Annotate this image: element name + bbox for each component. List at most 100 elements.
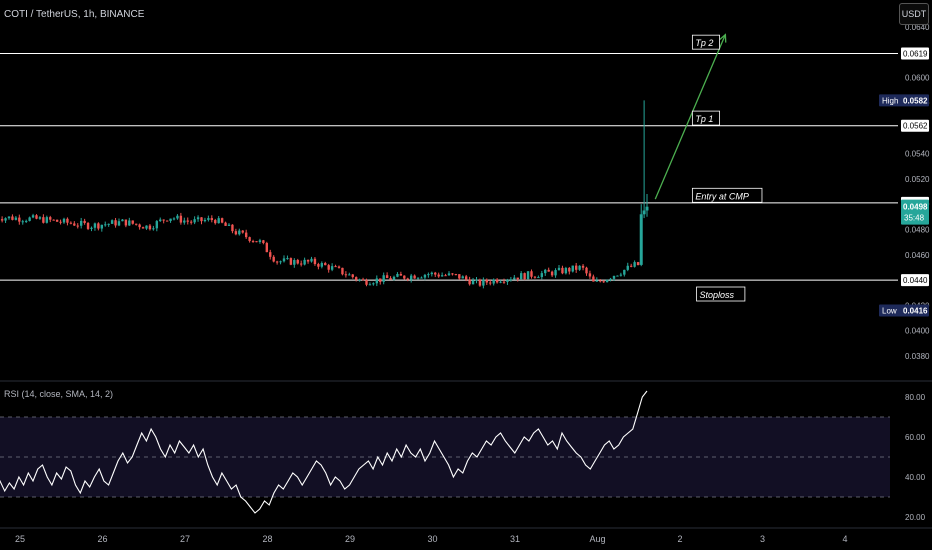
candle-body	[561, 267, 564, 274]
candle-body	[409, 275, 413, 280]
candle-body	[162, 219, 165, 221]
candle-body	[293, 260, 296, 265]
candle-body	[544, 269, 547, 274]
rsi-tick-label: 60.00	[905, 433, 926, 442]
candle-body	[623, 269, 626, 275]
candle-body	[619, 274, 623, 276]
candle-body	[519, 273, 523, 280]
rsi-indicator-label[interactable]: RSI (14, close, SMA, 14, 2)	[4, 389, 114, 399]
candle-body	[227, 224, 231, 226]
candle-body	[134, 223, 138, 225]
price-tick-label: 0.0400	[905, 327, 930, 336]
horizontal-level-lines	[0, 53, 898, 281]
candle-body	[73, 223, 76, 226]
candle-body	[574, 265, 578, 270]
candle-body	[86, 222, 90, 229]
candle-body	[502, 281, 506, 283]
candle-body	[310, 258, 313, 262]
price-axis[interactable]: 0.06400.06200.06000.05800.05600.05400.05…	[879, 23, 930, 361]
candle-body	[585, 267, 588, 274]
candle-body	[434, 272, 437, 275]
candle-body	[533, 276, 537, 278]
candle-body	[286, 258, 289, 260]
candle-body	[141, 227, 145, 229]
candle-body	[255, 241, 258, 243]
candle-body	[100, 224, 104, 229]
candle-body	[382, 275, 385, 282]
candle-body	[537, 277, 540, 279]
candle-body	[406, 278, 409, 280]
annotation-box	[691, 110, 720, 126]
candle-body	[389, 278, 392, 280]
candle-body	[385, 275, 389, 279]
candle-body	[358, 279, 361, 281]
candle-body	[107, 223, 110, 225]
annotation-label: Tp 2	[695, 38, 713, 48]
candle-body	[14, 217, 18, 220]
chart-annotations: Tp 2 Tp 1 Entry at CMP Stoploss	[654, 33, 763, 302]
candle-body	[203, 219, 207, 222]
candle-body	[214, 220, 217, 224]
candle-body	[516, 277, 519, 280]
candle-body	[581, 265, 585, 268]
candle-body	[444, 275, 447, 277]
candle-body	[258, 240, 262, 243]
candle-body	[238, 230, 241, 235]
time-tick-label: 29	[345, 534, 355, 544]
annotation-box	[691, 187, 763, 203]
candle-body	[639, 214, 643, 265]
candle-body	[348, 274, 351, 276]
candle-body	[616, 275, 619, 277]
candle-body	[55, 219, 59, 222]
candle-body	[52, 219, 55, 221]
candle-body	[38, 217, 42, 219]
time-tick-label: 25	[15, 534, 25, 544]
candle-body	[234, 231, 238, 235]
time-axis[interactable]: 25 26 27 28 29 30 31 Aug 2 3 4	[0, 527, 932, 544]
candle-body	[499, 281, 502, 283]
candle-body	[159, 219, 162, 222]
level-price-box	[901, 47, 929, 60]
candle-body	[485, 279, 489, 283]
candle-body	[289, 258, 293, 265]
candle-body	[568, 267, 571, 272]
symbol-title[interactable]: COTI / TetherUS, 1h, BINANCE	[4, 9, 145, 20]
candle-body	[31, 215, 35, 218]
candle-body	[76, 225, 79, 227]
candle-body	[272, 256, 275, 262]
candle-body	[196, 217, 200, 220]
level-price-box	[901, 274, 929, 287]
time-tick-label: 31	[510, 534, 520, 544]
annotation-label: Entry at CMP	[695, 191, 749, 201]
current-price-label: 0.0498	[903, 203, 928, 212]
candle-body	[317, 264, 320, 267]
candle-body	[327, 265, 330, 270]
level-price-box	[901, 119, 929, 132]
candle-body	[186, 220, 189, 222]
candle-body	[330, 266, 334, 270]
annotation-label: Tp 1	[695, 114, 713, 124]
currency-button[interactable]: USDT	[899, 3, 929, 25]
candle-body	[605, 279, 609, 283]
candle-body	[440, 275, 444, 277]
rsi-tick-label: 20.00	[905, 513, 926, 522]
candle-body	[416, 277, 420, 279]
candle-body	[176, 215, 179, 219]
candle-body	[121, 219, 124, 222]
price-tick-label: 0.0480	[905, 225, 930, 234]
candle-body	[200, 217, 203, 222]
target-arrow-line	[654, 34, 726, 200]
candle-body	[351, 274, 354, 278]
candle-body	[296, 260, 299, 264]
candle-body	[303, 259, 306, 265]
candle-body	[361, 279, 365, 281]
candle-body	[427, 274, 430, 276]
candle-body	[636, 262, 640, 266]
annotation-box	[691, 34, 720, 50]
candle-body	[93, 223, 97, 228]
candle-body	[83, 220, 86, 223]
time-tick-label: 30	[427, 534, 437, 544]
rsi-tick-label: 40.00	[905, 473, 926, 482]
candle-body	[354, 277, 358, 280]
